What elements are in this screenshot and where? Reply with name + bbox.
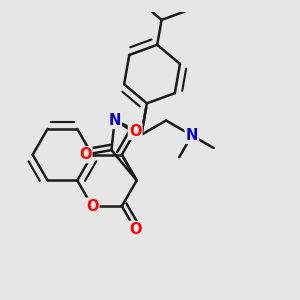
Text: N: N	[186, 128, 198, 143]
Text: O: O	[86, 199, 98, 214]
Text: O: O	[129, 222, 142, 237]
Text: N: N	[108, 113, 121, 128]
Text: O: O	[79, 147, 92, 162]
Text: O: O	[129, 124, 142, 139]
